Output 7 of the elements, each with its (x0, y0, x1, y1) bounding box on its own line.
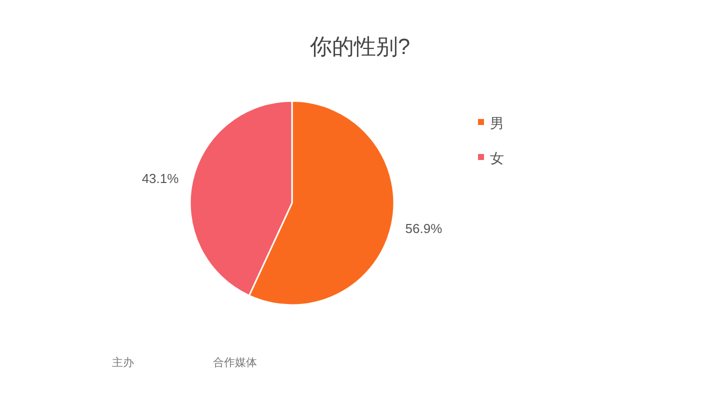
data-label: 56.9% (405, 220, 443, 236)
chart-title: 你的性别? (308, 34, 410, 59)
text: 主办 (112, 356, 134, 369)
legend-label: 男 (490, 115, 504, 131)
data-label: 43.1% (142, 171, 180, 186)
legend-label: 女 (490, 150, 504, 166)
text: 合作媒体 (213, 356, 257, 369)
